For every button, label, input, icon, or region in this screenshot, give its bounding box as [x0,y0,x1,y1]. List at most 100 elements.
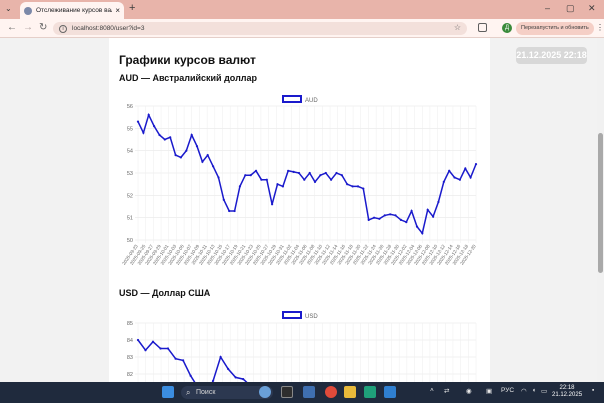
aud-data-point [169,136,172,139]
tray-app3-icon[interactable]: ▣ [486,388,493,395]
forward-icon[interactable]: → [23,22,33,33]
undefined-data-point [136,338,140,342]
aud-data-point [179,156,182,159]
tray-app-icon[interactable]: ⇄ [444,388,450,395]
widgets-icon[interactable] [259,386,271,398]
aud-data-point [474,163,478,166]
back-icon[interactable]: ← [7,22,17,33]
aud-data-point [206,154,209,157]
aud-data-point [437,200,440,204]
tab-favicon [24,6,32,15]
undefined-legend-label: USD [305,314,318,320]
maximize-icon[interactable]: ▢ [566,3,575,13]
browser-menu-icon[interactable]: ⋮ [596,23,604,32]
aud-data-point [195,145,199,148]
aud-data-point [260,178,263,181]
relaunch-update-button[interactable]: Перезапустить и обновить [516,22,594,35]
undefined-series-line [137,339,312,382]
language-indicator[interactable]: РУС [501,387,515,394]
undefined-ytick-label: 85 [127,321,133,327]
aud-data-point [201,160,204,163]
browser-tab[interactable]: Отслеживание курсов валют × [20,2,124,19]
close-tab-icon[interactable]: × [115,6,120,15]
undefined-data-point [159,347,162,350]
undefined-data-point [227,367,230,370]
reload-icon[interactable]: ↻ [39,22,48,33]
aud-ytick-label: 56 [127,104,133,110]
aud-data-point [147,113,150,116]
undefined-data-point [174,357,177,360]
bookmark-star-icon[interactable]: ☆ [453,23,461,32]
aud-ytick-label: 55 [127,126,133,132]
taskbar-date: 21.12.2025 [552,392,583,398]
aud-data-point [212,165,215,168]
aud-chart-heading: AUD — Австралийский доллар [119,73,258,83]
page-viewport: 21.12.2025 22:18 Графики курсов валют AU… [0,38,604,382]
app-icon-1[interactable] [364,386,376,398]
aud-data-point [373,216,376,219]
aud-data-point [389,213,392,216]
aud-data-point [432,215,435,218]
aud-data-point [228,209,231,213]
undefined-data-point [182,359,185,362]
undefined-ytick-label: 83 [127,355,133,361]
undefined-data-point [212,379,215,382]
minimize-icon[interactable]: – [545,3,551,13]
battery-icon[interactable]: ▭ [541,388,548,395]
undefined-data-point [242,378,245,381]
tab-title: Отслеживание курсов валют [36,7,112,14]
aud-data-point [136,120,140,123]
wifi-icon[interactable]: ◠ [521,388,527,395]
taskbar-search-label: Поиск [196,389,216,396]
aud-legend-swatch [282,95,302,103]
aud-data-point [394,214,397,217]
aud-data-point [222,198,225,201]
undefined-ytick-label: 82 [127,372,133,378]
aud-data-point [281,185,284,188]
explorer-icon[interactable] [344,386,356,398]
aud-data-point [410,209,413,213]
new-tab-icon[interactable]: + [129,2,136,14]
undefined-data-point [189,374,192,377]
browser-titlebar: ⌄ Отслеживание курсов валют × + – ▢ ✕ [0,0,604,19]
aud-data-point [185,149,188,152]
task-view-icon[interactable] [281,386,293,398]
volume-icon[interactable]: ◖ [532,387,536,394]
taskbar-clock[interactable]: 22:18 21.12.2025 [552,385,582,399]
aud-data-point [271,203,274,206]
aud-data-point [153,125,156,128]
aud-data-point [415,225,419,228]
aud-data-point [362,187,365,190]
aud-data-point [217,176,220,179]
undefined-data-point [144,349,147,352]
profile-avatar[interactable]: Д [502,23,512,33]
undefined-data-point [166,347,170,350]
aud-legend-label: AUD [305,98,318,104]
edge-icon[interactable] [303,386,315,398]
tab-search-icon[interactable]: ⌄ [5,4,12,13]
tray-chevron-icon[interactable]: ˄ [430,387,434,394]
app-icon-2[interactable] [384,386,396,398]
aud-data-point [356,185,360,188]
notifications-icon[interactable]: ▪ [592,387,595,394]
aud-data-point [297,171,301,175]
site-info-icon[interactable]: i [59,24,67,33]
scrollbar-thumb[interactable] [598,133,603,273]
aud-data-point [453,176,456,179]
aud-data-point [421,232,424,235]
windows-taskbar: ⌕ Поиск ˄ ⇄ ◉ ▣ РУС ◠ ◖ ▭ 22:18 21.12.20… [0,382,604,403]
chrome-icon[interactable] [325,386,337,398]
aud-data-point [238,185,241,188]
aud-data-point [244,174,247,177]
extensions-icon[interactable] [478,23,487,32]
aud-data-point [158,133,161,137]
page-clock: 21.12.2025 22:18 [516,47,587,64]
tray-app2-icon[interactable]: ◉ [466,388,472,395]
taskbar-search[interactable]: ⌕ Поиск [181,386,273,399]
close-window-icon[interactable]: ✕ [588,3,596,13]
usd-chart-heading: USD — Доллар США [119,288,211,298]
start-icon[interactable] [162,386,174,398]
address-bar[interactable]: i localhost:8080/user?id=3 ☆ [53,22,467,35]
page-title: Графики курсов валют [119,53,256,67]
aud-ytick-label: 53 [127,171,133,177]
